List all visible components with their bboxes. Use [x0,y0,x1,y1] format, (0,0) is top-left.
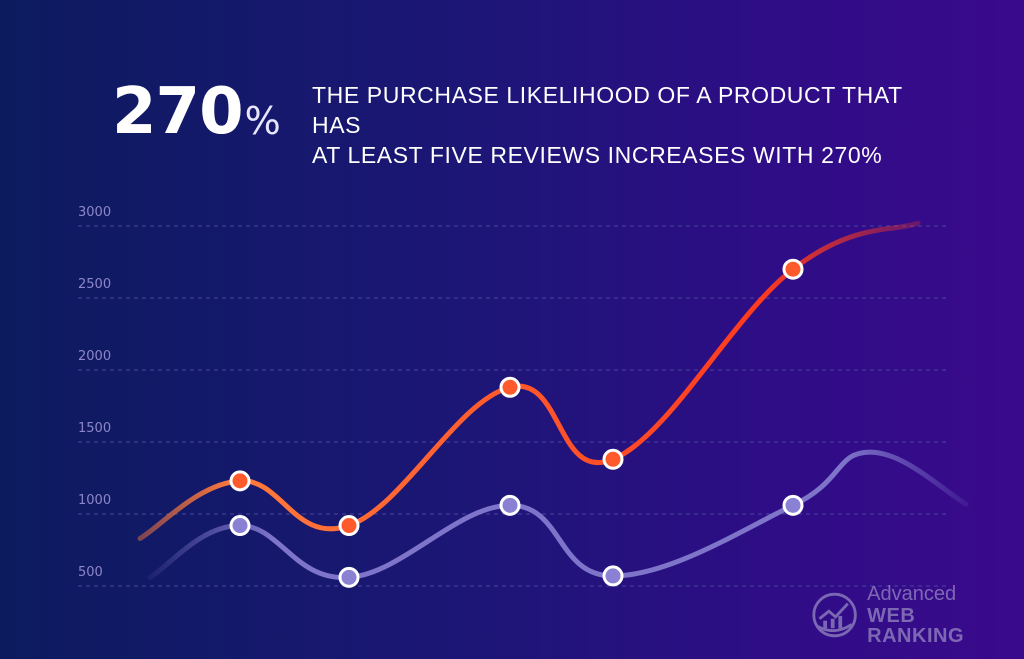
data-point-low [338,566,360,588]
headline-line-1: THE PURCHASE LIKELIHOOD OF A PRODUCT THA… [312,82,903,138]
headline-line-2: AT LEAST FIVE REVIEWS INCREASES WITH 270… [312,142,883,168]
headline-number: 270 [112,75,244,149]
headline-stat: 270 % [112,72,281,144]
tick-label: 2000 [78,349,111,364]
data-point-high [782,258,804,280]
tick-label: 1500 [78,421,111,436]
series-line-low [147,449,969,580]
data-point-high [499,376,521,398]
brand-text: Advanced WEB RANKING [867,584,1010,646]
tick-label: 1000 [78,493,111,508]
headline-unit: % [244,99,281,143]
headline-description: THE PURCHASE LIKELIHOOD OF A PRODUCT THA… [312,80,952,170]
brand-line-2: WEB RANKING [867,605,965,647]
data-point-low [229,515,251,537]
brand-line-1: Advanced [867,583,957,605]
data-point-high [229,470,251,492]
tick-label: 500 [78,565,103,580]
tick-label: 3000 [78,205,111,220]
data-point-high [602,448,624,470]
data-point-low [602,565,624,587]
data-point-low [499,494,521,516]
y-axis-ticks: 500 1000 1500 2000 2500 3000 [78,205,111,580]
series-points [229,258,804,588]
data-point-high [338,515,360,537]
brand-logo: Advanced WEB RANKING [810,584,1010,646]
tick-label: 2500 [78,277,111,292]
data-point-low [782,494,804,516]
series-lines [137,220,969,580]
globe-chart-icon [812,592,857,638]
